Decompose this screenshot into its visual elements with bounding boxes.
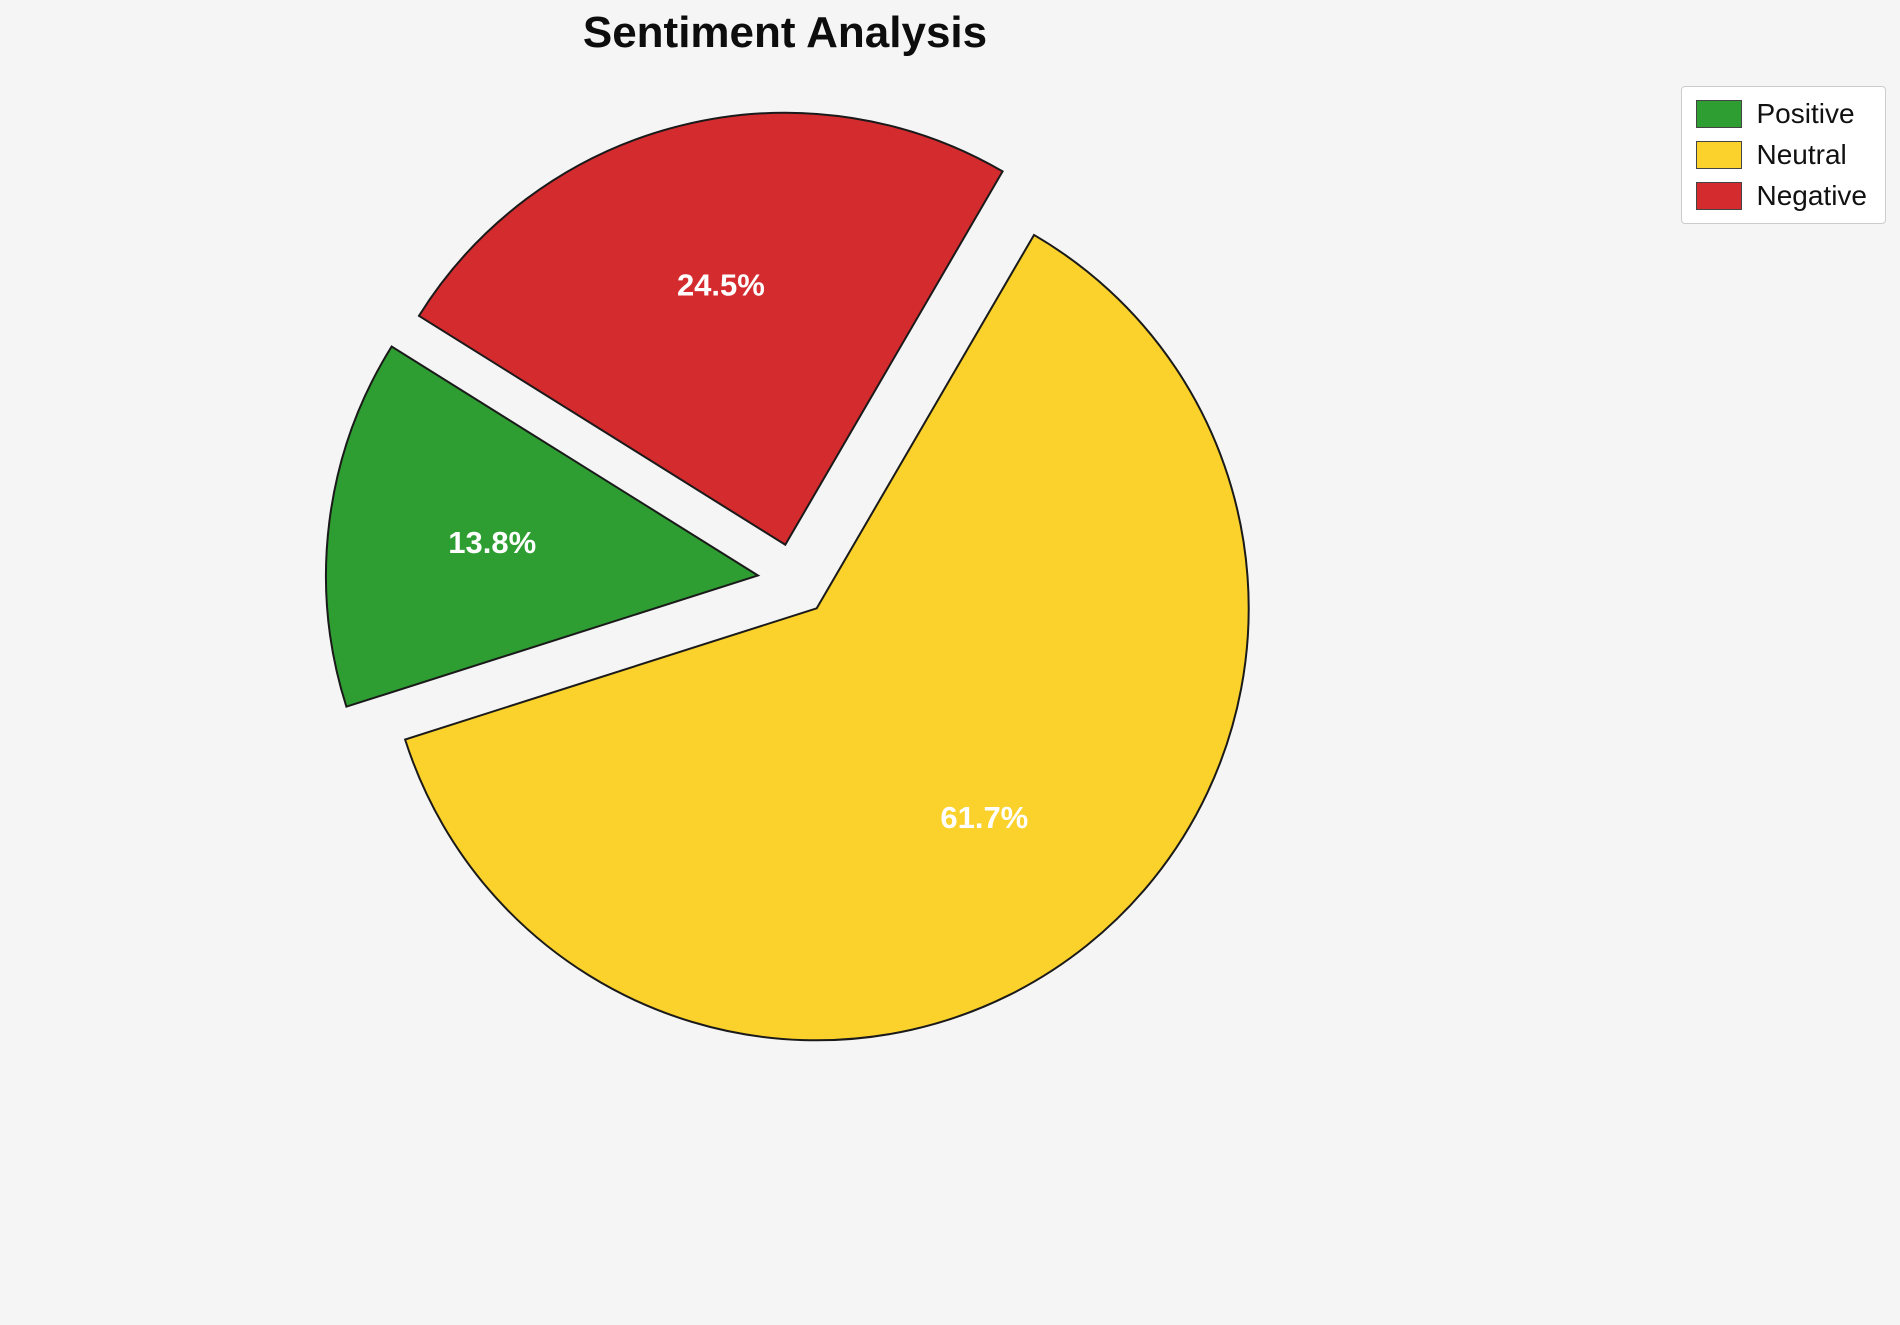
pie-percent-label-negative: 24.5%	[677, 268, 765, 303]
pie-slice-negative	[417, 111, 1004, 547]
pie-slice-positive	[325, 345, 761, 708]
legend-swatch-positive	[1696, 100, 1743, 129]
legend-swatch-negative	[1696, 181, 1743, 210]
legend-item-positive: Positive	[1696, 98, 1867, 130]
pie-percent-label-neutral: 61.7%	[940, 800, 1028, 835]
legend-item-neutral: Neutral	[1696, 138, 1867, 171]
legend: Positive Neutral Negative	[1681, 86, 1886, 225]
pie-percent-label-positive: 13.8%	[448, 525, 536, 560]
legend-label-negative: Negative	[1756, 179, 1867, 211]
legend-label-positive: Positive	[1756, 98, 1855, 129]
legend-label-neutral: Neutral	[1756, 138, 1847, 170]
legend-swatch-neutral	[1696, 141, 1743, 170]
legend-item-negative: Negative	[1696, 179, 1867, 212]
chart-title: Sentiment Analysis	[582, 8, 988, 57]
pie-slice-neutral	[403, 233, 1250, 1042]
